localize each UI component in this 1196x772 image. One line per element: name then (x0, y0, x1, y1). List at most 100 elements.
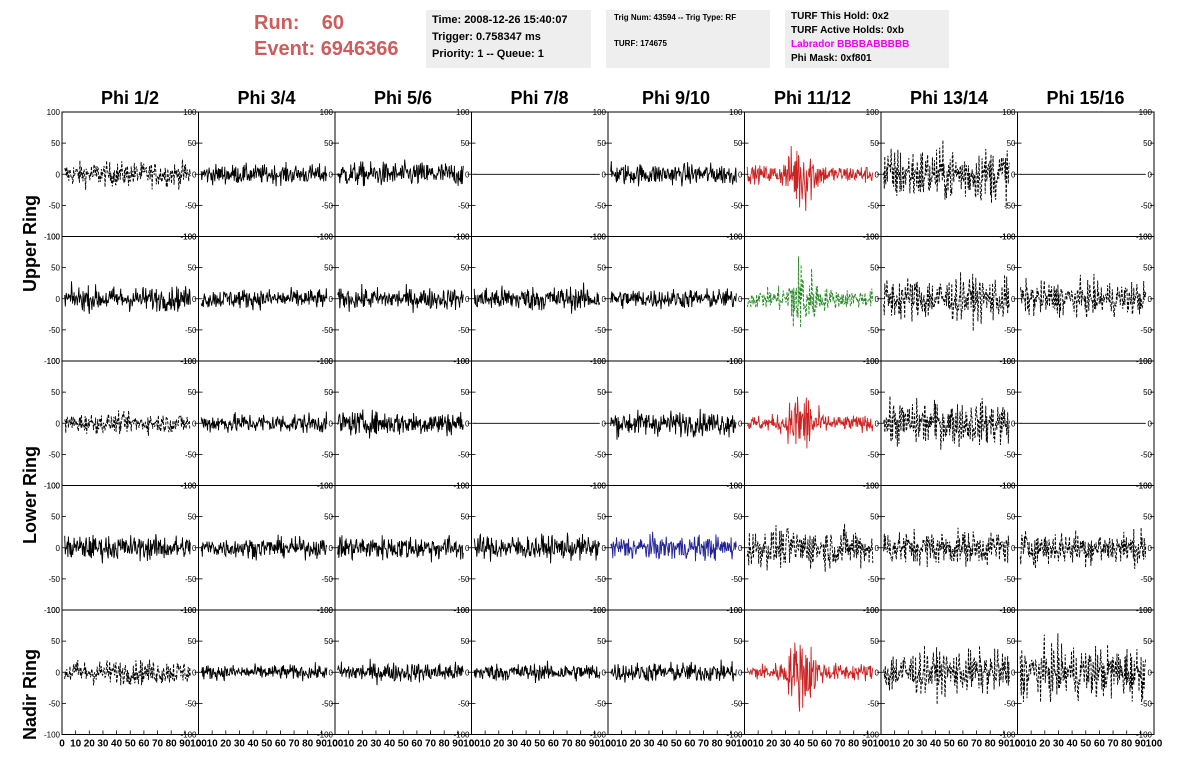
y-tick-label: -50 (458, 575, 470, 584)
x-tick-label: 80 (302, 739, 314, 750)
x-tick-label: 90 (316, 739, 328, 750)
y-tick-label: 0 (1148, 668, 1153, 677)
y-tick-label: 0 (465, 419, 470, 428)
y-tick-label: 50 (870, 139, 879, 148)
x-tick-label: 30 (370, 739, 382, 750)
x-tick-label: 90 (1135, 739, 1147, 750)
waveform-trace (64, 534, 191, 564)
y-tick-label: -50 (48, 450, 60, 459)
x-tick-label: 10 (616, 739, 628, 750)
x-tick-label: 20 (630, 739, 642, 750)
x-tick-label: 10 (889, 739, 901, 750)
y-tick-label: 0 (192, 170, 197, 179)
event-value: 6946366 (320, 38, 399, 60)
x-tick-label: 50 (398, 739, 410, 750)
waveform-trace (883, 272, 1010, 332)
x-tick-label: 10 (480, 739, 492, 750)
x-tick-label: 50 (1080, 739, 1092, 750)
waveform-trace (337, 159, 464, 187)
y-tick-label: -50 (185, 699, 197, 708)
waveform-panel: 100 100 50 50 0 0 -50 -50 -100 -100 (44, 482, 199, 615)
y-tick-label: 50 (870, 637, 879, 646)
trig-num-text: Trig Num: 43594 -- Trig Type: RF (614, 13, 737, 22)
y-tick-label: -50 (458, 699, 470, 708)
y-tick-label: 0 (56, 544, 61, 553)
y-tick-label: 100 (320, 482, 334, 491)
y-tick-label: 50 (188, 388, 197, 397)
y-tick-label: 100 (1139, 108, 1153, 117)
x-tick-label: 20 (357, 739, 369, 750)
x-tick-label: 90 (862, 739, 874, 750)
y-tick-label: 0 (329, 295, 334, 304)
x-tick-label: 60 (821, 739, 833, 750)
x-tick-label: 60 (138, 739, 150, 750)
waveform-trace (746, 396, 874, 449)
y-tick-label: 50 (870, 513, 879, 522)
y-tick-label: -50 (321, 201, 333, 210)
x-tick-label: 60 (684, 739, 696, 750)
x-tick-label: 40 (794, 739, 806, 750)
y-tick-label: 100 (866, 108, 880, 117)
waveform-trace (473, 532, 601, 564)
y-tick-label: 50 (1007, 139, 1016, 148)
y-tick-label: 0 (738, 295, 743, 304)
y-tick-label: 100 (47, 482, 61, 491)
y-tick-label: -100 (590, 731, 607, 740)
waveform-trace (64, 281, 191, 314)
y-tick-label: 50 (1143, 513, 1152, 522)
y-tick-label: -50 (1004, 575, 1016, 584)
x-tick-label: 0 (196, 739, 202, 750)
waveform-trace (610, 408, 737, 440)
y-tick-label: -50 (731, 699, 743, 708)
time-info-box: Time: 2008-12-26 15:40:07 Trigger: 0.758… (426, 10, 591, 68)
x-tick-label: 20 (903, 739, 915, 750)
y-tick-label: 50 (734, 637, 743, 646)
y-tick-label: -100 (44, 731, 61, 740)
x-tick-label: 40 (248, 739, 260, 750)
x-tick-label: 20 (220, 739, 232, 750)
y-tick-label: 50 (597, 264, 606, 273)
column-header: Phi 15/16 (1046, 88, 1125, 108)
y-tick-label: 100 (183, 108, 197, 117)
y-tick-label: -50 (1140, 201, 1152, 210)
y-tick-label: 0 (602, 668, 607, 677)
y-tick-label: -50 (321, 575, 333, 584)
y-tick-label: 0 (192, 668, 197, 677)
y-tick-label: 100 (729, 108, 743, 117)
y-tick-label: 100 (1139, 233, 1153, 242)
x-tick-label: 40 (384, 739, 396, 750)
x-tick-label: 100 (327, 739, 344, 750)
x-tick-label: 40 (521, 739, 533, 750)
run-info: Run: 60 Event: 6946366 (254, 10, 399, 62)
y-tick-label: 0 (875, 170, 880, 179)
x-tick-label: 0 (1015, 739, 1021, 750)
y-tick-label: 50 (51, 139, 60, 148)
y-tick-label: 0 (738, 668, 743, 677)
y-tick-label: 100 (320, 357, 334, 366)
x-tick-label: 40 (930, 739, 942, 750)
trig-info-box: Trig Num: 43594 -- Trig Type: RF TURF: 1… (606, 10, 770, 68)
y-tick-label: 0 (875, 295, 880, 304)
y-tick-label: 100 (1002, 482, 1016, 491)
y-tick-label: 0 (56, 295, 61, 304)
y-tick-label: 0 (1011, 419, 1016, 428)
y-tick-label: 100 (456, 357, 470, 366)
y-tick-label: -100 (44, 357, 61, 366)
x-tick-label: 10 (207, 739, 219, 750)
y-tick-label: 50 (324, 264, 333, 273)
x-tick-label: 10 (70, 739, 82, 750)
y-tick-label: -50 (594, 699, 606, 708)
waveform-trace (64, 659, 191, 686)
y-tick-label: 0 (56, 170, 61, 179)
waveform-trace (337, 535, 464, 563)
